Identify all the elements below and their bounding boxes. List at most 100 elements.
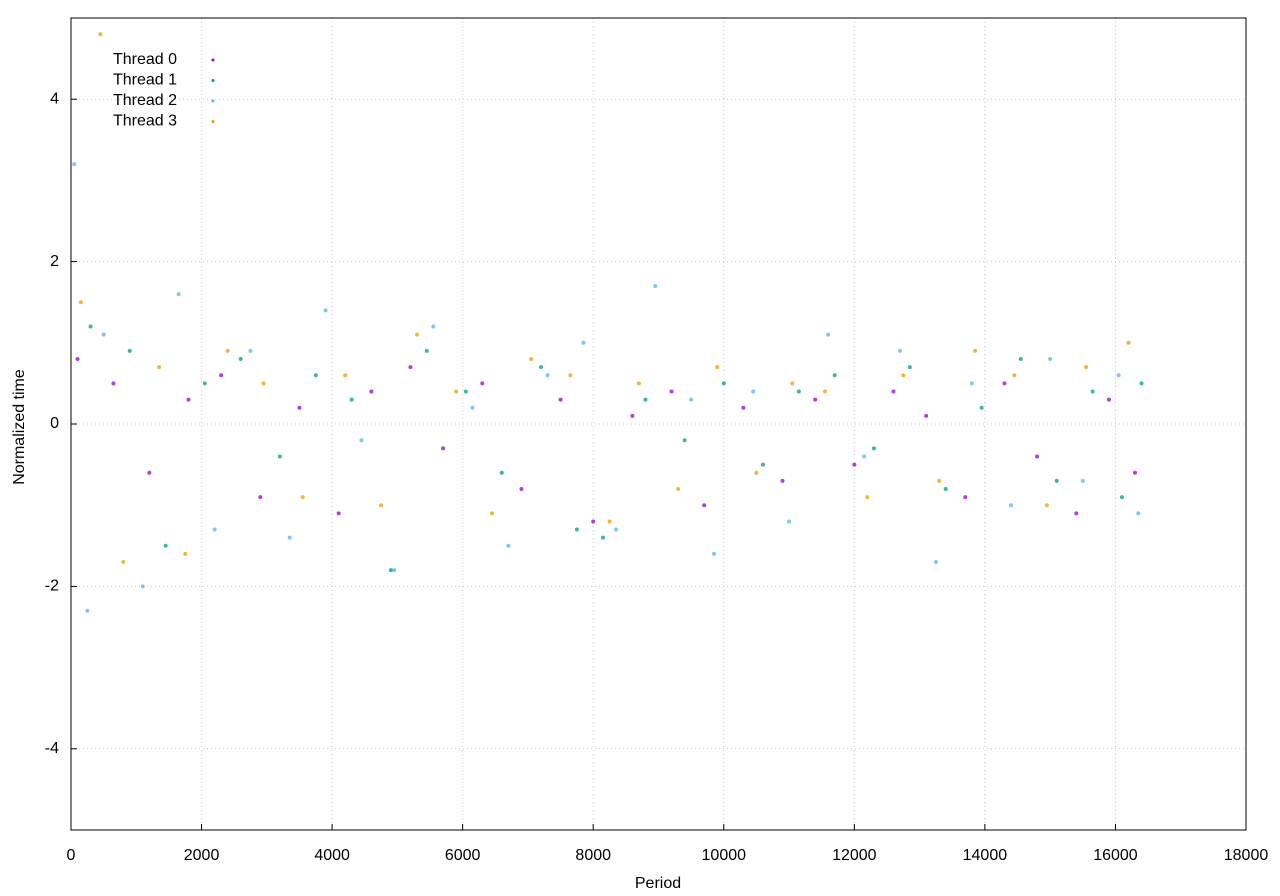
point [1080,478,1085,483]
point [186,397,191,402]
x-tick-label: 16000 [1093,847,1138,864]
point [140,584,145,589]
y-axis-label: Normalized time [11,369,28,485]
point [379,503,384,508]
x-tick-label: 2000 [184,847,220,864]
point [907,365,912,370]
point [715,365,720,370]
point [751,389,756,394]
point [111,381,116,386]
legend-label: Thread 3 [113,113,177,130]
point [75,357,80,362]
point [1116,373,1121,378]
x-tick-label: 6000 [445,847,481,864]
point [248,348,253,353]
point [669,389,674,394]
point [754,470,759,475]
point [607,519,612,524]
legend-label: Thread 2 [113,92,177,109]
point [711,551,716,556]
point [414,332,419,337]
point [300,495,305,500]
point [1074,511,1079,516]
point [336,511,341,516]
point [72,162,77,167]
y-tick-label: 0 [50,415,59,432]
point [1035,454,1040,459]
legend-label: Thread 0 [113,51,177,68]
point [1044,503,1049,508]
point [519,486,524,491]
point [760,462,765,467]
point [741,405,746,410]
point [359,438,364,443]
point [287,535,292,540]
point [1002,381,1007,386]
x-axis-label: Period [635,875,681,892]
point [979,405,984,410]
point [653,283,658,288]
point [277,454,282,459]
point [862,454,867,459]
point [392,568,397,573]
point [408,365,413,370]
point [901,373,906,378]
legend-label: Thread 1 [113,72,177,89]
legend-marker [211,99,215,103]
point [581,340,586,345]
point [796,389,801,394]
y-tick-label: -4 [45,740,59,757]
point [490,511,495,516]
point [1133,470,1138,475]
point [852,462,857,467]
point [1090,389,1095,394]
point [933,560,938,565]
point [969,381,974,386]
point [721,381,726,386]
point [85,608,90,613]
point [369,389,374,394]
point [1136,511,1141,516]
point [689,397,694,402]
point [343,373,348,378]
point [313,373,318,378]
point [176,292,181,297]
point [1048,357,1053,362]
point [963,495,968,500]
point [78,300,83,305]
point [891,389,896,394]
point [822,389,827,394]
legend-marker [211,120,215,123]
point [636,381,641,386]
x-tick-label: 0 [67,847,76,864]
point [780,478,785,483]
point [545,373,550,378]
point [539,365,543,370]
point [225,348,230,353]
point [1139,381,1144,386]
point [147,470,152,475]
point [88,324,93,329]
point [424,348,429,353]
point [219,373,224,378]
point [1018,357,1023,362]
point [261,381,266,386]
point [1106,397,1111,402]
point [702,503,707,508]
point [871,446,876,451]
point [813,397,818,402]
point [973,348,978,353]
legend-marker [211,79,215,82]
point [506,543,511,548]
point [499,470,504,475]
plot-border [70,17,1247,831]
point [454,389,459,394]
point [643,397,648,402]
point [682,438,687,443]
point [98,32,103,37]
x-tick-label: 8000 [575,847,611,864]
point [1126,340,1131,345]
point [463,389,468,394]
point [529,357,534,362]
